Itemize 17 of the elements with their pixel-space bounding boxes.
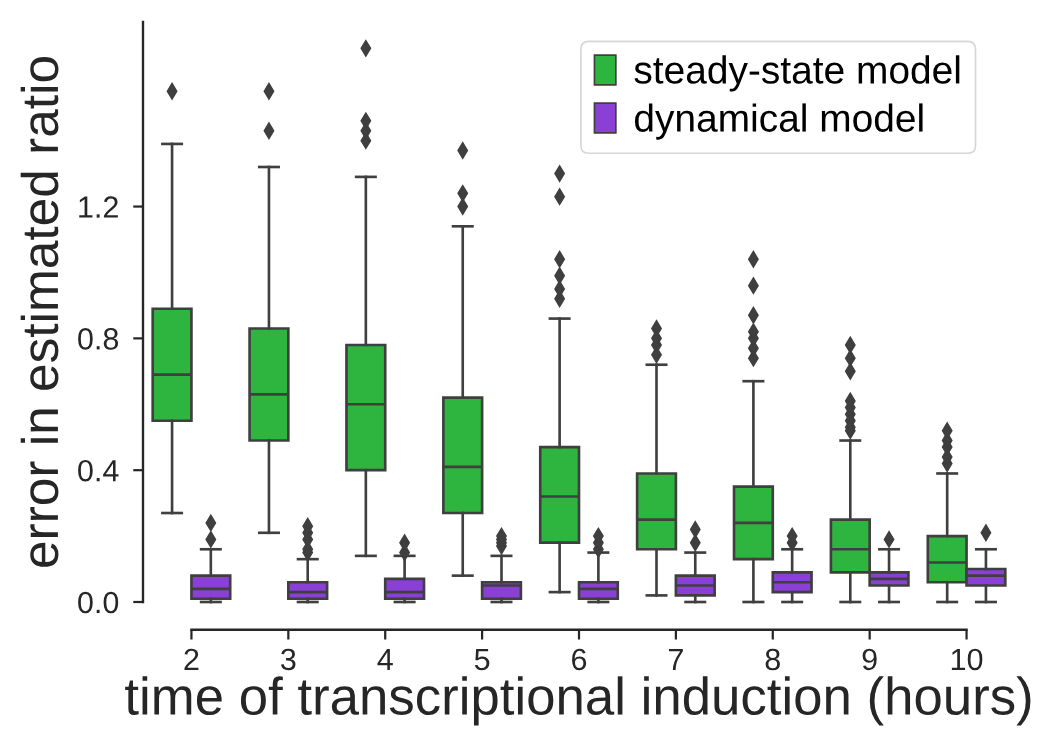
y-axis-title: error in estimated ratio [20, 57, 59, 567]
legend-label: steady-state model [634, 55, 960, 92]
x-tick-label: 8 [765, 648, 780, 671]
x-tick-label: 2 [184, 648, 199, 670]
x-tick-label: 5 [474, 648, 490, 671]
x-tick-label: 3 [281, 648, 296, 671]
x-tick-label: 7 [668, 648, 683, 670]
x-axis-title: time of transcriptional induction (hours) [125, 676, 1031, 726]
x-tick-label: 4 [377, 648, 393, 670]
x-tick-label: 6 [572, 648, 587, 671]
x-tick-label: 10 [951, 648, 983, 671]
y-tick-label: 0.0 [78, 591, 119, 614]
legend-label: dynamical model [634, 103, 923, 140]
x-tick-label: 9 [862, 648, 877, 671]
y-tick-label: 0.4 [78, 459, 119, 482]
y-tick-label: 0.8 [78, 328, 119, 350]
y-tick-label: 1.2 [79, 196, 118, 218]
